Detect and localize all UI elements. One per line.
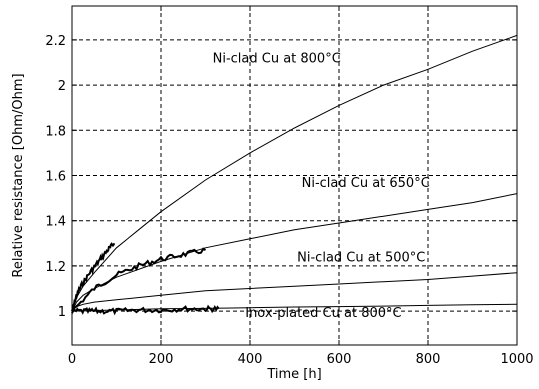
x-axis-title: Time [h] [266, 367, 321, 382]
x-tick-label: 200 [149, 352, 174, 367]
y-tick-label: 1.2 [45, 260, 66, 275]
series-line-6 [71, 304, 220, 316]
x-tick-label: 800 [416, 352, 441, 367]
y-axis-title: Relative resistance [Ohm/Ohm] [11, 73, 26, 277]
series-line-5 [71, 303, 518, 312]
annotation-layer: Ni-clad Cu at 800°C Ni-clad Cu at 650°C Ni… [213, 52, 430, 321]
series-line-2 [71, 193, 518, 312]
y-tick-label: 1.8 [45, 124, 66, 139]
series-line-3 [71, 247, 207, 314]
y-tick-label: 1.4 [45, 215, 66, 230]
y-tick-label: 2 [58, 79, 66, 94]
series-annotation: Ni-clad Cu at 500°C [297, 250, 425, 265]
series-line-1 [71, 242, 116, 312]
series-layer [71, 34, 518, 316]
series-annotation: Inox-plated Cu at 800°C [245, 306, 401, 321]
y-tick-label: 2.2 [45, 34, 66, 49]
x-tick-label: 600 [327, 352, 352, 367]
x-tick-label: 0 [68, 352, 76, 367]
x-tick-label: 400 [238, 352, 263, 367]
series-annotation: Ni-clad Cu at 800°C [213, 52, 341, 67]
x-tick-label: 1000 [500, 352, 533, 367]
y-tick-label: 1 [58, 305, 66, 320]
series-line-4 [71, 272, 518, 312]
tick-layer: 0 200 400 600 800 1000 1 1.2 1.4 1.6 1.8 2 2.2 [45, 6, 534, 367]
y-tick-label: 1.6 [45, 170, 66, 185]
series-annotation: Ni-clad Cu at 650°C [302, 176, 430, 191]
